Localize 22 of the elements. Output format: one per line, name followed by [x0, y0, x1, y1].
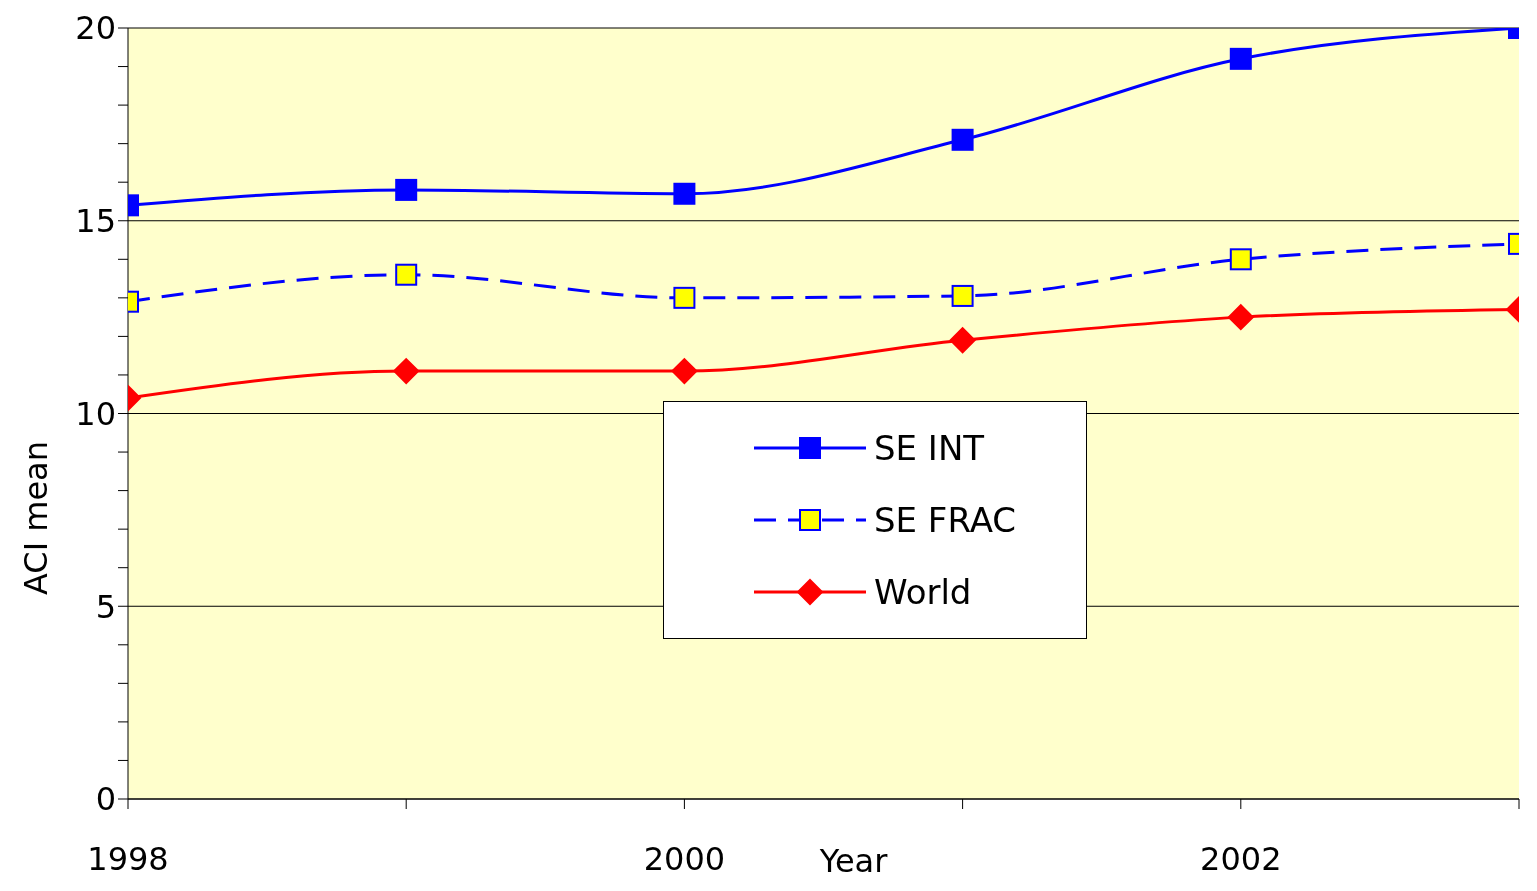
point — [951, 284, 974, 307]
y-tick-label: 20 — [75, 9, 116, 48]
y-tick-label: 15 — [75, 202, 116, 241]
y-tick-label: 0 — [95, 780, 116, 819]
x-tick-label: 2002 — [1200, 839, 1282, 878]
x-tick-label: 1998 — [87, 839, 169, 878]
x-tick-label: 2000 — [643, 839, 726, 878]
point — [673, 286, 696, 309]
point — [1229, 248, 1252, 271]
y-axis-title: ACI mean — [17, 440, 55, 596]
legend-label: World — [874, 572, 972, 612]
y-tick-label: 5 — [95, 587, 116, 626]
point — [673, 182, 696, 205]
legend-label: SE INT — [874, 428, 985, 468]
point — [951, 128, 974, 151]
y-tick-label: 10 — [75, 394, 116, 433]
point — [671, 358, 698, 385]
point — [1227, 304, 1254, 331]
point — [949, 327, 976, 354]
x-axis-title: Year — [818, 842, 889, 880]
point — [1229, 47, 1252, 70]
legend-label: SE FRAC — [874, 500, 1017, 540]
